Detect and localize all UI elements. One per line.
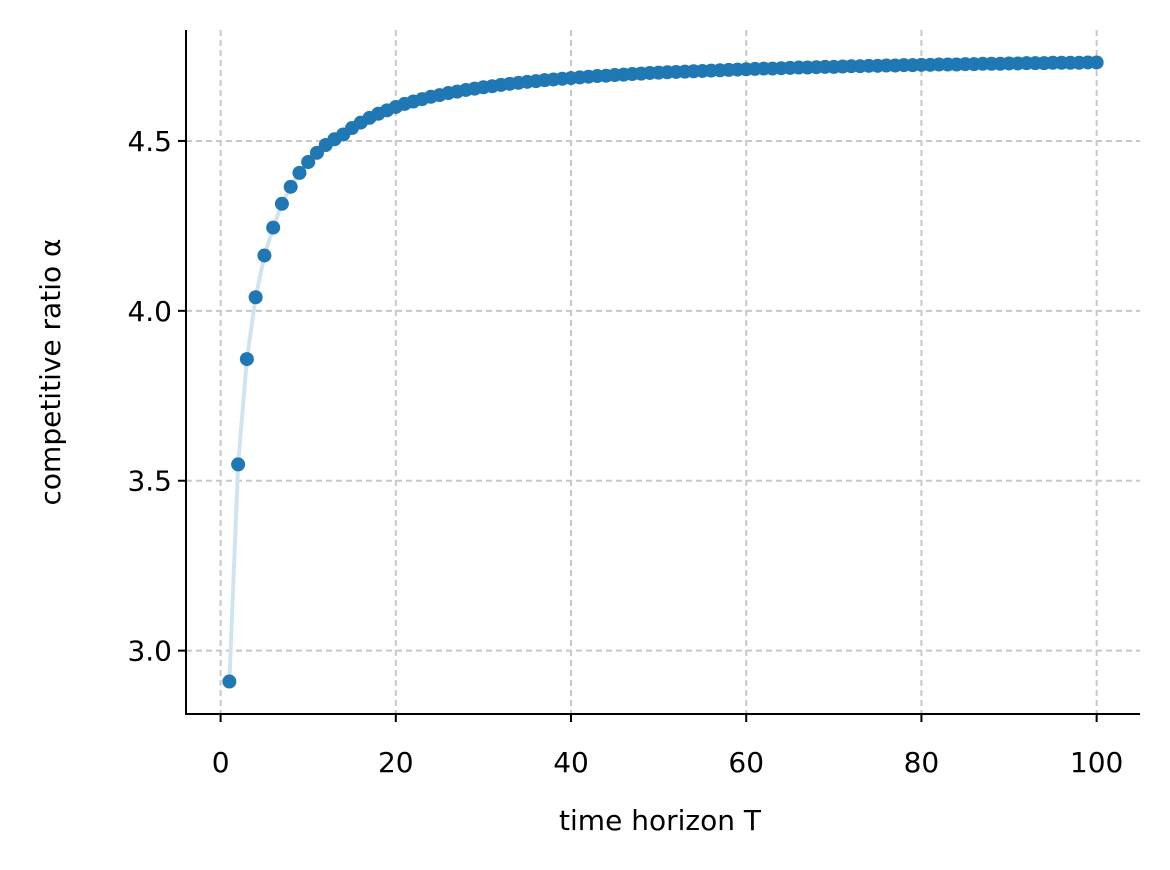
y-tick-label: 3.0 (127, 635, 172, 668)
data-point (222, 674, 237, 689)
x-tick-label: 80 (904, 746, 940, 779)
series-line (227, 60, 1097, 682)
y-axis-label: competitive ratio α (34, 239, 67, 506)
data-point (301, 155, 316, 170)
x-tick-label: 40 (553, 746, 589, 779)
data-point (239, 352, 254, 367)
x-tick-label: 60 (728, 746, 764, 779)
y-tick-label: 4.5 (127, 125, 172, 158)
data-point (257, 248, 272, 263)
data-point (266, 220, 281, 235)
data-point (231, 457, 246, 472)
x-tick-label: 0 (212, 746, 230, 779)
y-tick-label: 3.5 (127, 465, 172, 498)
x-tick-label: 20 (378, 746, 414, 779)
x-axis-label: time horizon T (559, 804, 762, 837)
data-point (292, 165, 307, 180)
data-point (1089, 55, 1104, 70)
y-tick-label: 4.0 (127, 295, 172, 328)
data-point (248, 290, 263, 305)
x-tick-label: 100 (1070, 746, 1123, 779)
data-point (283, 179, 298, 194)
data-point (274, 196, 289, 211)
